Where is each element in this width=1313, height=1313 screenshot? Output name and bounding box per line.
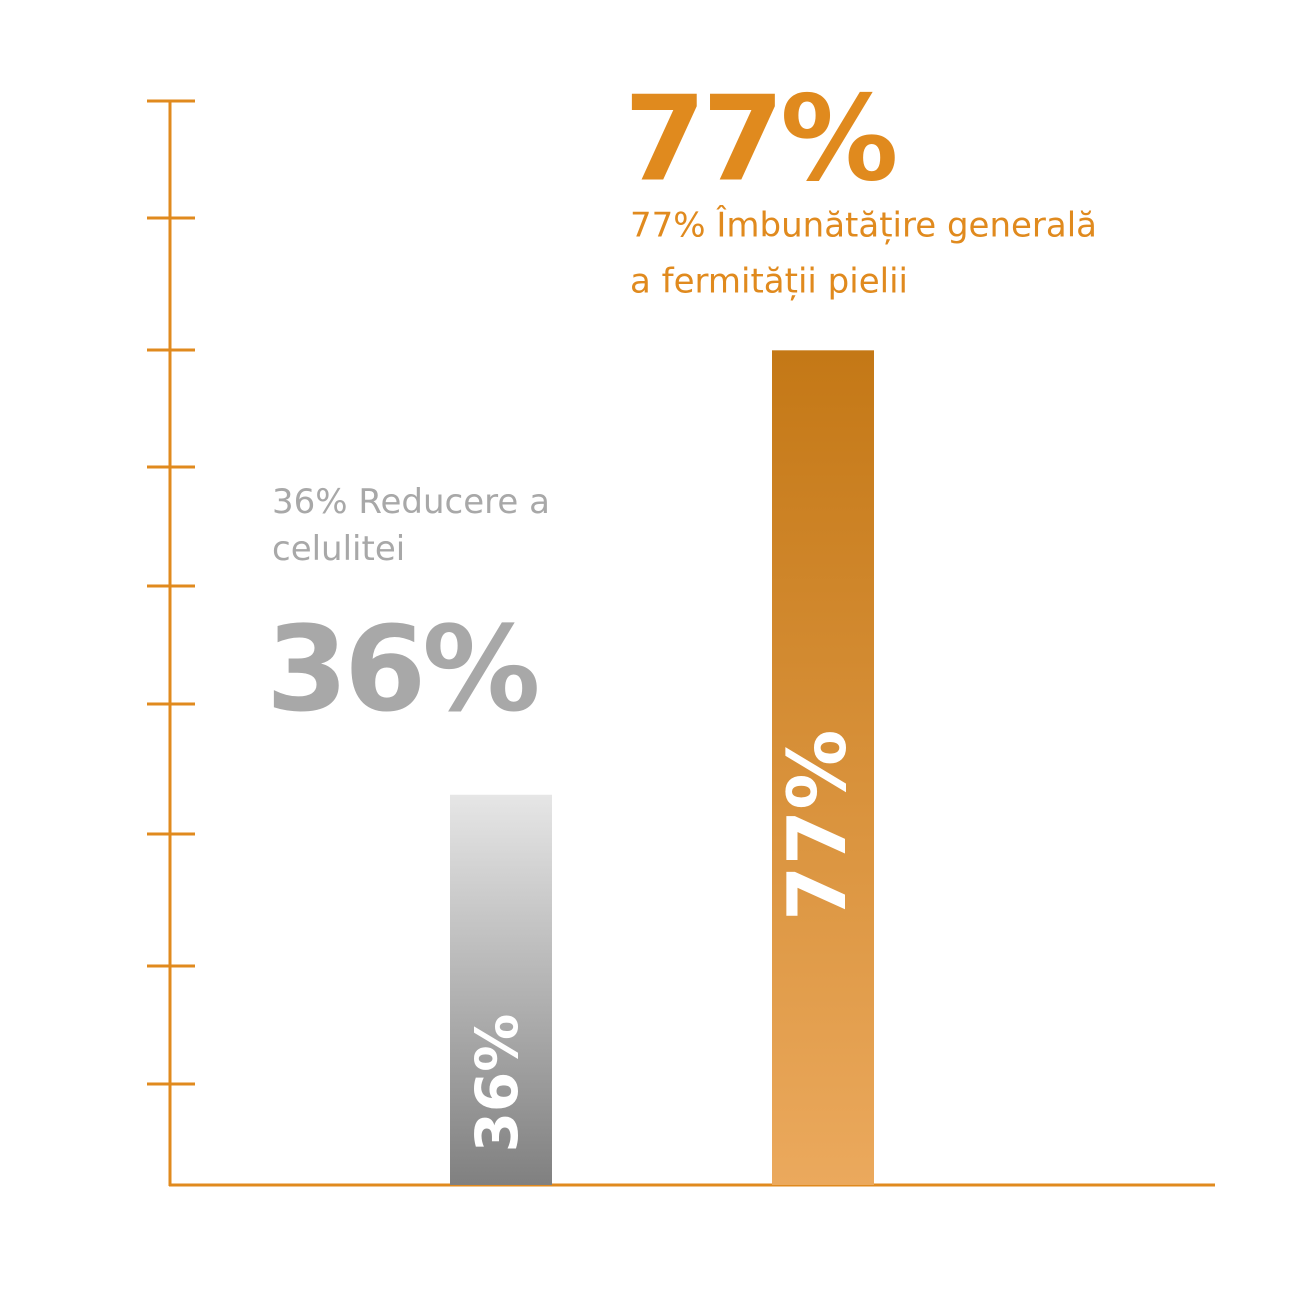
bar-description: celulitei [272,529,405,569]
in-bar-label: 77% [771,730,864,921]
bar-description: 36% Reducere a [272,482,550,522]
axis [147,99,1215,1187]
bar-description: 77% Îmbunătățire generală [630,204,1097,245]
in-bar-label: 36% [463,1014,531,1153]
big-value-label: 36% [266,600,537,738]
bar [450,794,552,1185]
big-value-label: 77% [624,69,895,207]
bar-description: a fermității pielii [630,261,908,301]
bar [772,350,874,1185]
